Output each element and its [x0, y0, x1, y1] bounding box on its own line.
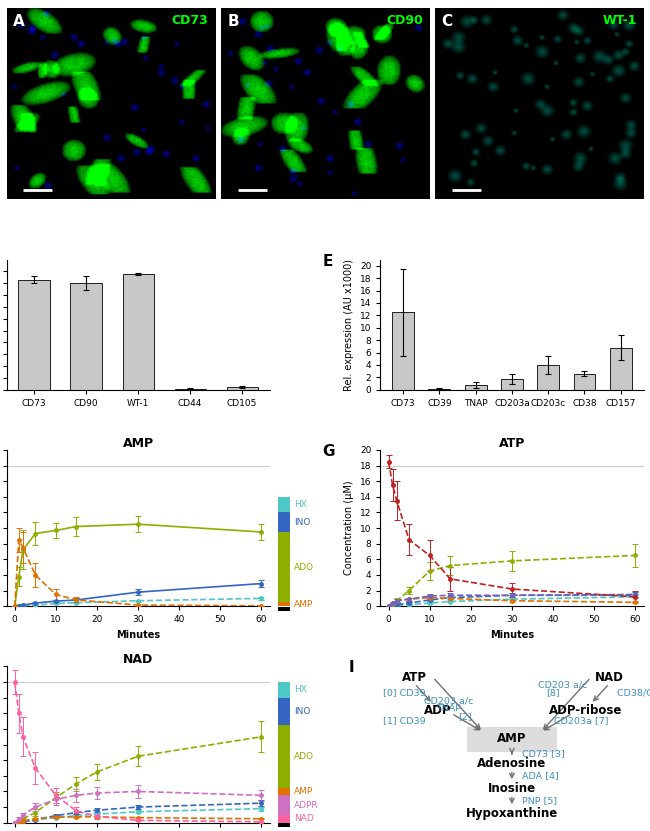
- Bar: [278, 824, 291, 828]
- Text: [1] CD39: [1] CD39: [383, 716, 426, 725]
- Bar: [18, 280, 49, 390]
- Text: CD203a [7]: CD203a [7]: [554, 716, 608, 725]
- X-axis label: Minutes: Minutes: [490, 630, 534, 640]
- Y-axis label: Rel. expression (AU x1000): Rel. expression (AU x1000): [344, 258, 354, 391]
- Text: B: B: [227, 14, 239, 29]
- Text: CD73 [3]: CD73 [3]: [523, 750, 565, 759]
- Bar: [278, 815, 291, 823]
- Text: C: C: [441, 14, 452, 29]
- Bar: [278, 513, 291, 532]
- Text: AMP: AMP: [294, 787, 314, 796]
- Bar: [278, 788, 291, 795]
- Bar: [227, 386, 258, 390]
- Text: I: I: [348, 660, 354, 675]
- Title: AMP: AMP: [123, 437, 153, 450]
- Text: [0] CD39: [0] CD39: [383, 689, 426, 697]
- Text: Adenosine: Adenosine: [477, 757, 547, 770]
- Bar: [278, 698, 291, 725]
- Text: ADP-ribose: ADP-ribose: [549, 704, 622, 716]
- Text: INO: INO: [294, 707, 311, 715]
- Bar: [278, 682, 291, 698]
- Text: WT-1: WT-1: [603, 14, 637, 27]
- Text: ADA [4]: ADA [4]: [523, 771, 559, 780]
- X-axis label: Minutes: Minutes: [116, 630, 160, 640]
- Text: CD38/CD157 [6]: CD38/CD157 [6]: [618, 689, 650, 697]
- Text: AMP: AMP: [294, 600, 314, 609]
- Bar: [573, 374, 595, 390]
- Text: ATP: ATP: [402, 671, 427, 684]
- Text: INO: INO: [294, 518, 311, 527]
- Text: A: A: [13, 14, 25, 29]
- Bar: [465, 385, 486, 390]
- Bar: [70, 283, 101, 390]
- Bar: [278, 607, 291, 611]
- Bar: [392, 312, 414, 390]
- Text: NAD: NAD: [294, 814, 314, 824]
- Bar: [278, 532, 291, 602]
- Text: CD203 a/c: CD203 a/c: [538, 681, 588, 690]
- Bar: [538, 365, 559, 390]
- Text: ADO: ADO: [294, 563, 315, 572]
- Bar: [278, 602, 291, 606]
- Text: NAD: NAD: [595, 671, 624, 684]
- Text: HX: HX: [294, 686, 307, 695]
- Text: E: E: [322, 254, 333, 269]
- Title: ATP: ATP: [499, 437, 525, 450]
- Text: CD90: CD90: [386, 14, 423, 27]
- Text: AMP: AMP: [497, 732, 526, 745]
- Text: [8]: [8]: [546, 689, 560, 697]
- Title: NAD: NAD: [123, 653, 153, 666]
- Text: Inosine: Inosine: [488, 782, 536, 794]
- Text: ADPR: ADPR: [294, 800, 319, 809]
- Y-axis label: Concentration (μM): Concentration (μM): [344, 481, 354, 575]
- Text: CD203 a/c: CD203 a/c: [424, 696, 473, 706]
- Text: HX: HX: [294, 500, 307, 509]
- Bar: [122, 273, 153, 390]
- Bar: [278, 795, 291, 815]
- Text: [2]: [2]: [458, 712, 471, 721]
- Bar: [175, 389, 206, 390]
- FancyBboxPatch shape: [467, 727, 556, 752]
- Bar: [501, 379, 523, 390]
- Bar: [278, 497, 291, 513]
- Bar: [610, 347, 632, 390]
- Text: ADO: ADO: [294, 752, 315, 760]
- Text: CD73: CD73: [172, 14, 209, 27]
- Text: PNP [5]: PNP [5]: [523, 796, 558, 805]
- Text: G: G: [322, 444, 335, 459]
- Bar: [278, 725, 291, 788]
- Bar: [428, 389, 450, 390]
- Text: TNAP: TNAP: [436, 704, 462, 713]
- Text: Hypoxanthine: Hypoxanthine: [466, 807, 558, 820]
- Text: ADP: ADP: [424, 704, 452, 716]
